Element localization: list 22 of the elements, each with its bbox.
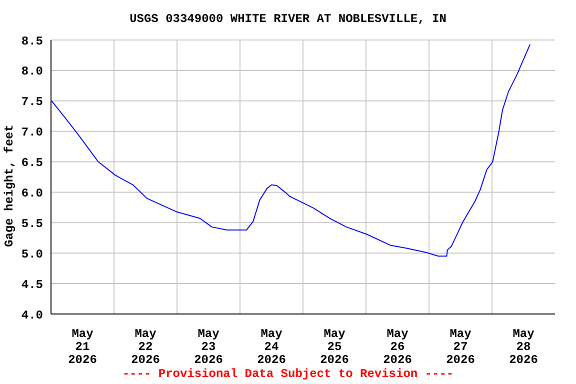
x-tick-label: May 26 2026 bbox=[383, 327, 412, 367]
y-axis-title: Gage height, feet bbox=[2, 124, 16, 247]
y-tick-label: 7.0 bbox=[21, 126, 43, 140]
y-tick-label: 6.0 bbox=[21, 186, 43, 200]
chart-title: USGS 03349000 WHITE RIVER AT NOBLESVILLE, IN bbox=[128, 12, 448, 26]
x-tick-label: May 23 2026 bbox=[194, 327, 223, 367]
y-tick-label: 5.0 bbox=[21, 247, 43, 262]
x-tick-label: May 28 2026 bbox=[509, 327, 538, 367]
x-tick-label: May 22 2026 bbox=[131, 327, 160, 367]
x-tick-label: May 24 2026 bbox=[257, 327, 286, 367]
y-tick-label: 7.5 bbox=[21, 95, 43, 110]
line-series bbox=[51, 44, 531, 257]
y-tick-label: 4.0 bbox=[21, 308, 43, 322]
y-tick-label: 4.5 bbox=[21, 278, 43, 292]
y-tick-label: 6.5 bbox=[21, 156, 43, 170]
y-tick-label: 8.0 bbox=[21, 64, 43, 79]
x-tick-label: May 21 2026 bbox=[68, 327, 97, 367]
x-tick-label: May 25 2026 bbox=[320, 327, 349, 367]
x-tick-label: May 27 2026 bbox=[446, 327, 475, 367]
y-tick-label: 5.5 bbox=[21, 216, 43, 231]
y-tick-label: 8.5 bbox=[21, 34, 43, 48]
text: ---- Provisional Data Subject to Revision ---- bbox=[121, 367, 455, 381]
